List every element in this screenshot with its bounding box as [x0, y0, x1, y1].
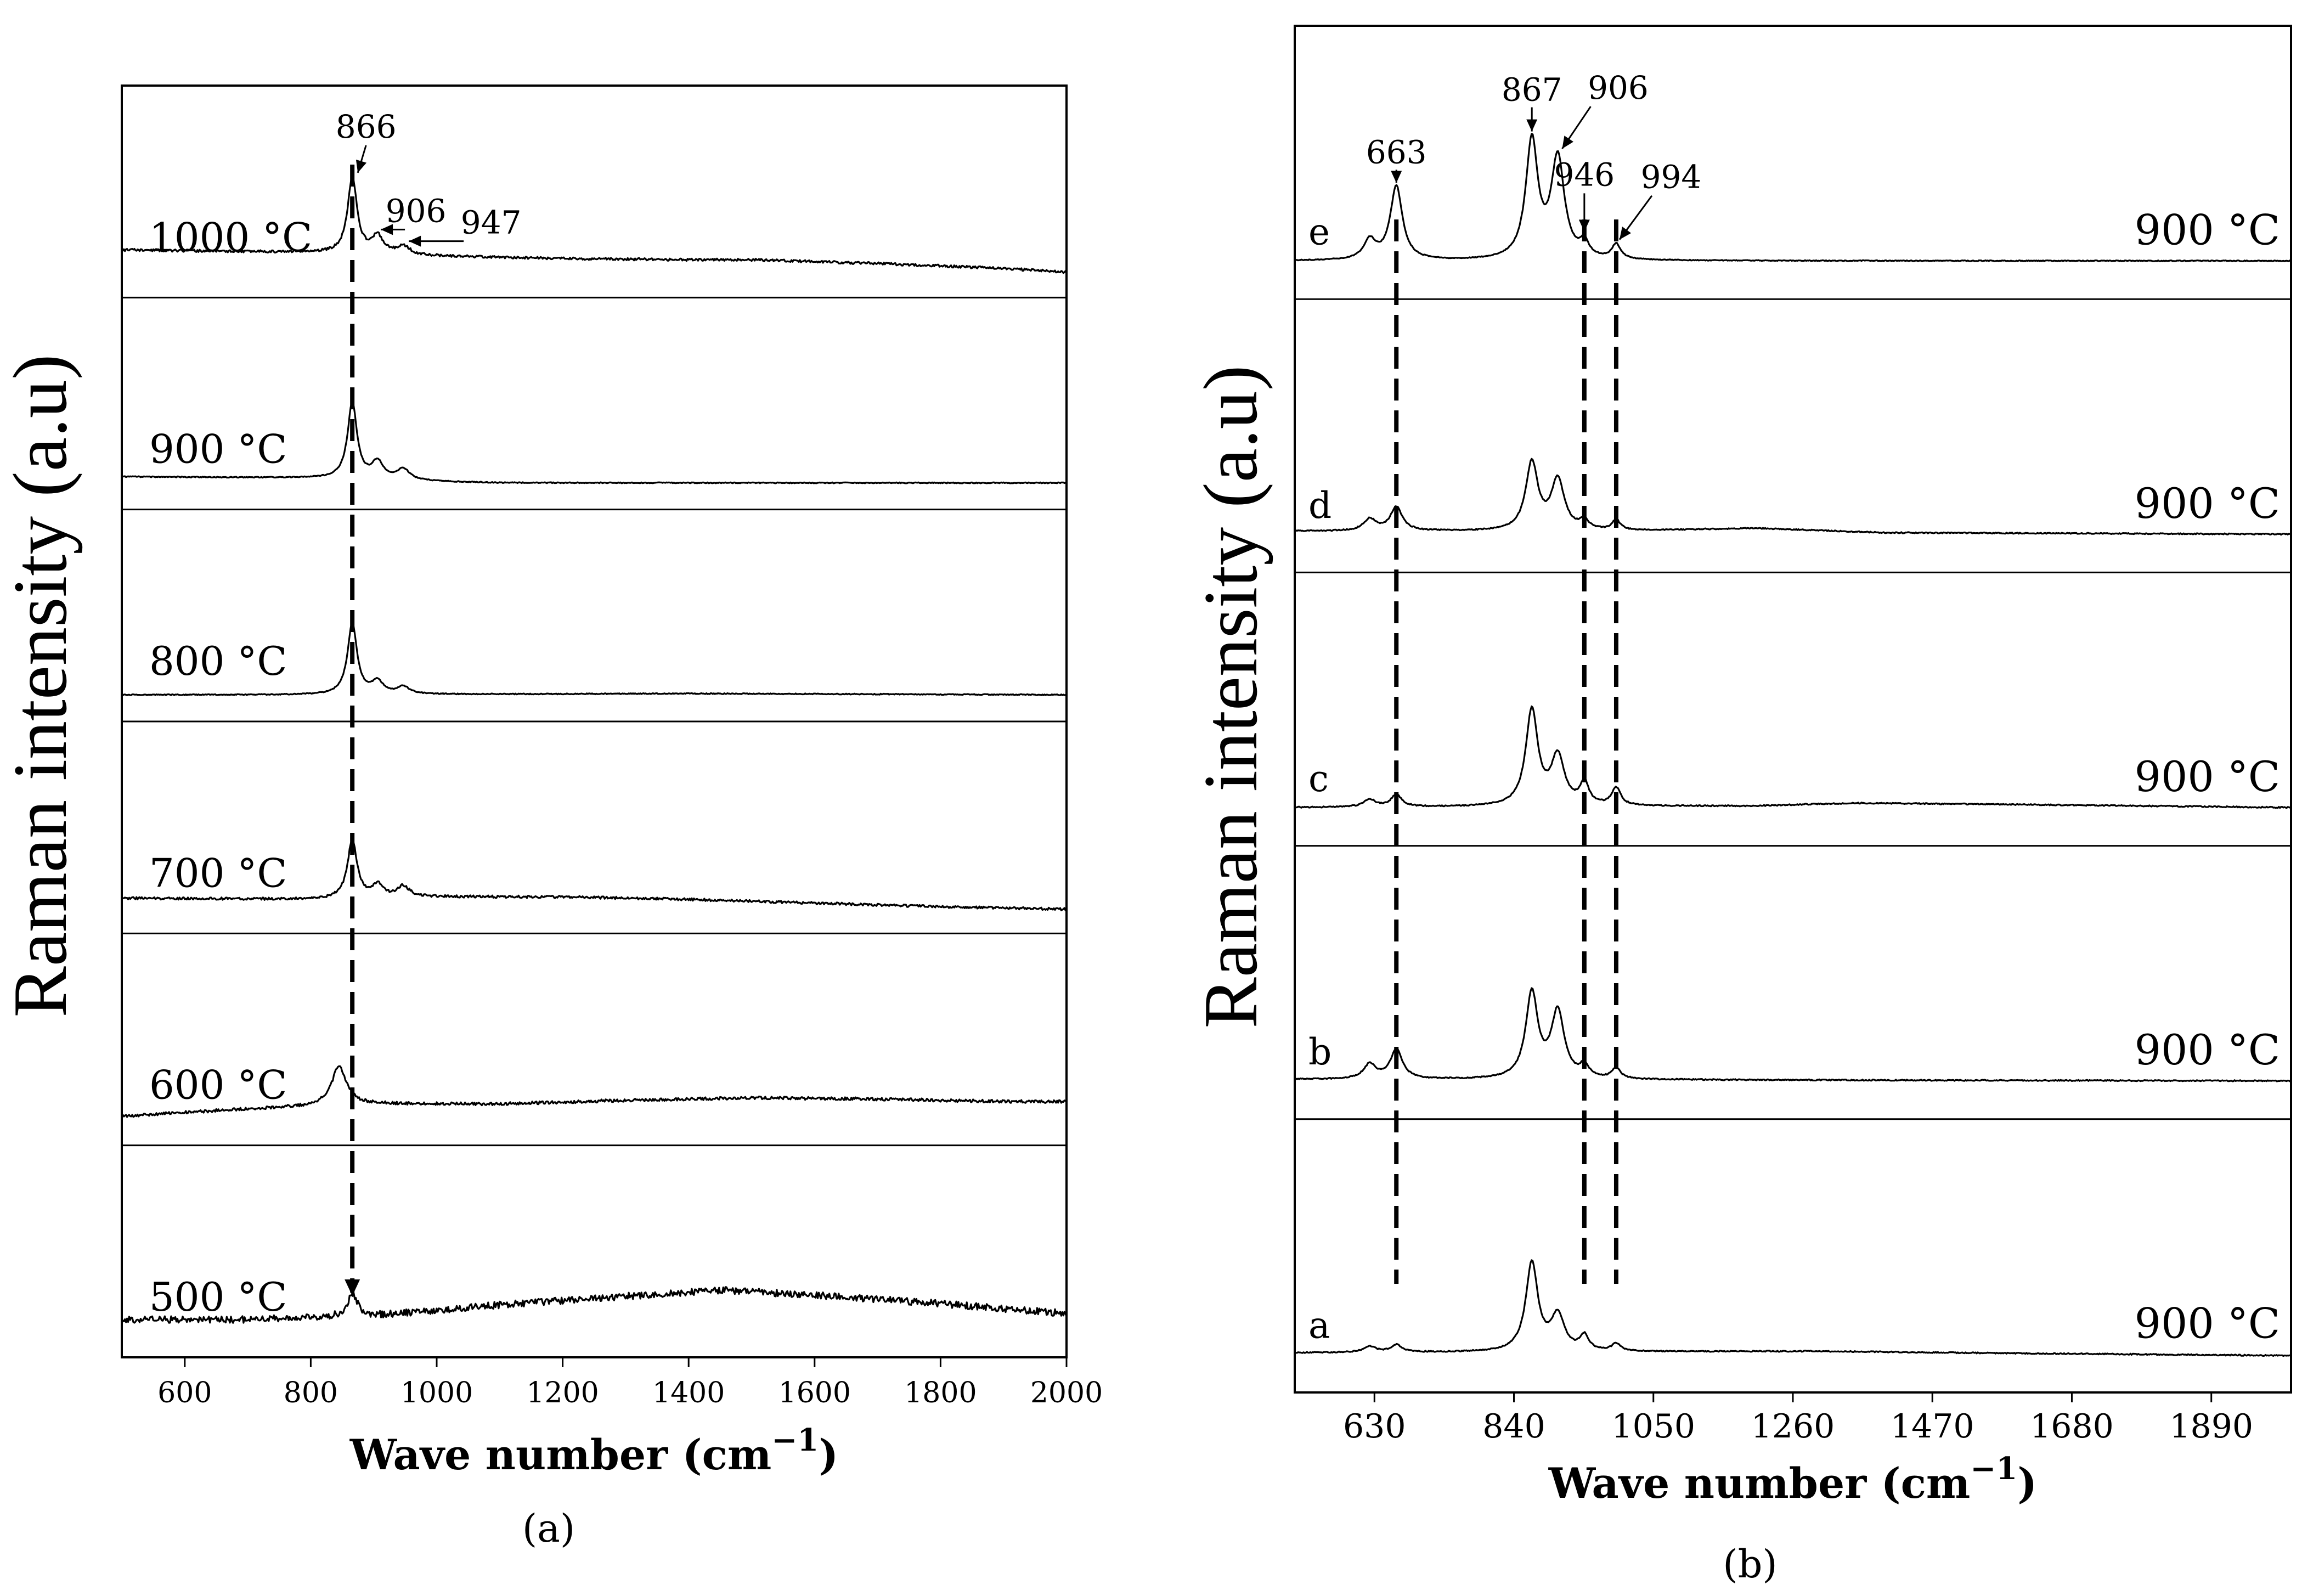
series-label: e	[1308, 211, 1330, 253]
x-tick-label: 1050	[1611, 1407, 1695, 1446]
series-line-pb-0	[1294, 133, 2292, 262]
series-label: a	[1308, 1304, 1330, 1346]
panel-a-x-axis-title: Wave number (cm−1)	[349, 1422, 838, 1479]
peak-annotation-label: 866	[336, 108, 397, 145]
series-label: d	[1308, 484, 1331, 527]
series-condition-label: 900 °C	[2135, 206, 2280, 255]
peak-annotation-label: 663	[1366, 133, 1427, 171]
panel-b-label: (b)	[1723, 1542, 1777, 1587]
peak-annotation-label: 946	[1554, 156, 1615, 193]
series-condition-label: 900 °C	[2135, 1025, 2280, 1074]
series-label: 600 °C	[149, 1062, 287, 1108]
peak-annotation-arrowhead	[1578, 219, 1590, 232]
x-tick-label: 1000	[400, 1377, 473, 1409]
series-label: 500 °C	[149, 1274, 287, 1320]
x-tick-label: 1400	[652, 1377, 725, 1409]
peak-annotation-label: 867	[1502, 71, 1562, 109]
series-line-pa-3	[121, 838, 1068, 911]
series-line-pb-1	[1294, 458, 2292, 536]
series-label: 1000 °C	[149, 214, 312, 260]
panel-a: 600 800 1000 1200 1400 1600 1800 2000 866 906 947…	[0, 84, 1103, 1551]
x-tick-label: 1890	[2169, 1407, 2253, 1446]
peak-annotation-arrowhead	[1562, 136, 1574, 149]
peak-annotation-label: 906	[1588, 69, 1649, 106]
series-label: c	[1308, 758, 1329, 800]
panel-a-y-axis-title: Raman intensity (a.u)	[0, 354, 83, 1017]
x-tick-label: 1680	[2030, 1407, 2114, 1446]
series-label: 900 °C	[149, 426, 287, 472]
x-tick-label: 630	[1343, 1407, 1406, 1446]
series-line-pb-2	[1294, 705, 2292, 809]
x-tick-label: 2000	[1030, 1377, 1103, 1409]
series-condition-label: 900 °C	[2135, 752, 2280, 801]
reference-arrowhead	[345, 1279, 360, 1296]
peak-annotation-label: 947	[461, 204, 522, 241]
series-line-pa-1	[121, 401, 1067, 484]
peak-annotation-arrowhead	[381, 224, 393, 235]
peak-annotation-arrowhead	[409, 235, 421, 247]
series-line-pa-2	[121, 622, 1067, 696]
series-line-pa-4	[121, 1065, 1068, 1118]
peak-annotation-arrowhead	[356, 159, 367, 173]
panel-b-x-axis-title: Wave number (cm−1)	[1548, 1451, 2037, 1508]
panel-b-y-axis-title: Raman intensity (a.u)	[1188, 365, 1273, 1028]
panel-a-label: (a)	[522, 1506, 575, 1551]
peak-annotation-arrowhead	[1526, 119, 1538, 132]
series-label: 700 °C	[149, 850, 287, 896]
series-line-pa-5	[121, 1286, 1068, 1324]
series-line-pa-0	[121, 176, 1068, 274]
x-tick-label: 600	[157, 1377, 212, 1409]
x-tick-label: 1800	[904, 1377, 977, 1409]
x-tick-label: 800	[284, 1377, 338, 1409]
x-tick-label: 1200	[526, 1377, 599, 1409]
series-label: 800 °C	[149, 638, 287, 684]
x-tick-label: 840	[1482, 1407, 1545, 1446]
series-condition-label: 900 °C	[2135, 1299, 2280, 1347]
peak-annotation-arrowhead	[1619, 227, 1632, 240]
series-label: b	[1308, 1031, 1331, 1073]
peak-annotation-label: 994	[1641, 159, 1702, 196]
peak-annotation-arrowhead	[1391, 171, 1402, 183]
series-condition-label: 900 °C	[2135, 479, 2280, 528]
series-line-pb-4	[1294, 1259, 2291, 1357]
series-line-pb-3	[1294, 987, 2292, 1082]
x-tick-label: 1260	[1751, 1407, 1835, 1446]
x-tick-label: 1600	[778, 1377, 851, 1409]
peak-annotation-label: 906	[386, 192, 447, 229]
panel-b: 630 840 1050 1260 1470 1680 1890 663 867 906 946 9…	[1188, 25, 2292, 1587]
x-tick-label: 1470	[1891, 1407, 1974, 1446]
